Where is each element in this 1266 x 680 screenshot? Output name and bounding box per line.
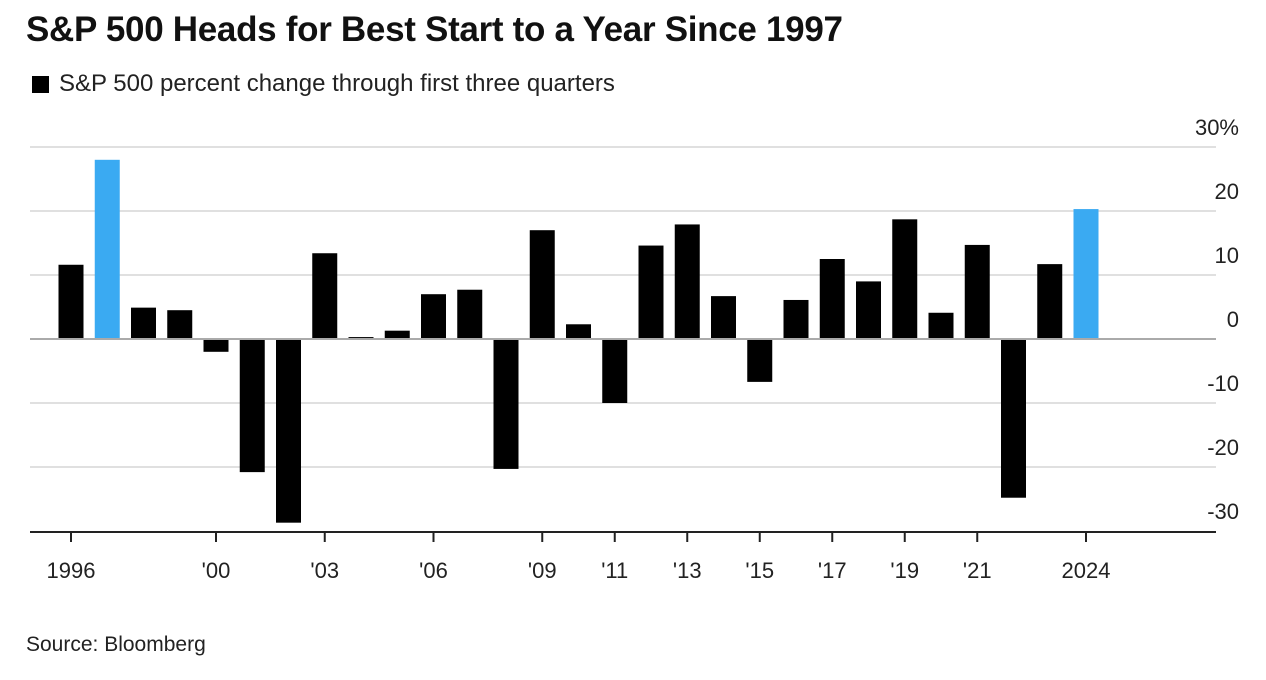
bar-2006 — [421, 294, 446, 339]
y-tick-label: 20 — [1215, 179, 1239, 204]
x-tick-label: '15 — [745, 558, 774, 583]
x-tick-label: '09 — [528, 558, 557, 583]
bar-2016 — [783, 299, 809, 339]
bar-2018 — [856, 281, 881, 339]
bar-2021 — [964, 244, 990, 339]
bar-2024 — [1073, 209, 1099, 339]
bar-2007 — [457, 289, 483, 339]
bar-2012 — [638, 245, 664, 339]
bar-2017 — [819, 259, 845, 339]
bar-1998 — [131, 307, 156, 339]
source-note: Source: Bloomberg — [26, 633, 206, 656]
bar-2000 — [203, 339, 229, 352]
x-tick-label: '13 — [673, 558, 702, 583]
bar-2015 — [747, 339, 773, 382]
bar-2008 — [493, 339, 519, 469]
x-tick-label: '17 — [818, 558, 847, 583]
bar-2005 — [384, 330, 410, 339]
bar-2014 — [711, 296, 736, 339]
bar-1999 — [167, 310, 193, 339]
bar-2022 — [1001, 339, 1026, 498]
legend-label: S&P 500 percent change through first thr… — [59, 70, 615, 97]
bar-2013 — [674, 224, 700, 339]
y-tick-label: -20 — [1207, 435, 1239, 460]
bar-2011 — [602, 339, 628, 403]
x-tick-label: 2024 — [1062, 558, 1111, 583]
x-tick-label: '11 — [601, 558, 628, 583]
chart-title: S&P 500 Heads for Best Start to a Year S… — [26, 10, 843, 49]
x-tick-label: 1996 — [47, 558, 96, 583]
y-tick-label: -30 — [1207, 499, 1239, 524]
y-tick-label: -10 — [1207, 371, 1239, 396]
x-tick-label: '19 — [890, 558, 919, 583]
x-tick-label: '06 — [419, 558, 448, 583]
bar-2010 — [566, 324, 591, 339]
bar-2023 — [1037, 264, 1063, 339]
bar-2001 — [239, 339, 265, 473]
bar-2002 — [276, 339, 301, 523]
y-tick-label: 30% — [1195, 115, 1239, 140]
x-tick-label: '21 — [963, 558, 992, 583]
y-tick-label: 0 — [1227, 307, 1239, 332]
legend-swatch — [32, 75, 49, 93]
bar-2003 — [312, 253, 338, 339]
bar-1996 — [58, 264, 84, 339]
x-tick-label: '00 — [202, 558, 231, 583]
x-tick-label: '03 — [310, 558, 339, 583]
legend: S&P 500 percent change through first thr… — [32, 70, 615, 98]
bar-2020 — [928, 312, 954, 339]
y-tick-label: 10 — [1215, 243, 1239, 268]
bar-2009 — [529, 230, 555, 339]
bar-1997 — [94, 159, 120, 339]
bar-2019 — [892, 219, 918, 339]
